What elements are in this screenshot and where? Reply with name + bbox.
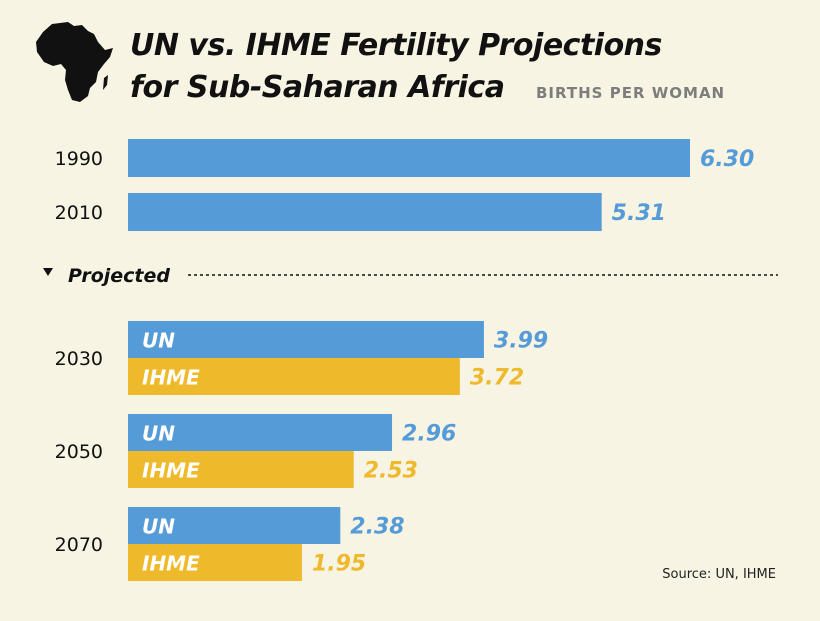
bar-2010 — [128, 193, 602, 231]
series-label-2030-un: UN — [142, 329, 175, 353]
chart-subtitle: BIRTHS PER WOMAN — [536, 84, 726, 102]
bar-2030-un — [128, 321, 484, 358]
series-label-2050-ihme: IHME — [142, 459, 200, 483]
value-label-2030-un: 3.99 — [494, 329, 548, 354]
bar-2070-ihme — [128, 544, 302, 581]
year-label-2070: 2070 — [55, 534, 103, 556]
series-label-2030-ihme: IHME — [142, 366, 200, 390]
value-label-2070-un: 2.38 — [350, 515, 404, 540]
value-label-2050-ihme: 2.53 — [364, 459, 418, 484]
year-label-2050: 2050 — [55, 441, 103, 463]
bar-2070-un — [128, 507, 341, 544]
chart-title-line2: for Sub-Saharan Africa — [130, 70, 505, 105]
bar-2030-ihme — [128, 358, 460, 395]
value-label-2070-ihme: 1.95 — [312, 552, 366, 577]
bar-2050-un — [128, 414, 393, 451]
year-label-1990: 1990 — [55, 148, 103, 170]
bar-1990 — [128, 139, 690, 177]
value-label-2050-un: 2.96 — [402, 422, 456, 447]
value-label-2030-ihme: 3.72 — [470, 366, 524, 391]
year-label-2010: 2010 — [55, 202, 103, 224]
bar-2050-ihme — [128, 451, 354, 488]
chart-title-line1: UN vs. IHME Fertility Projections — [130, 28, 662, 63]
source-note: Source: UN, IHME — [662, 567, 776, 582]
projected-label: Projected — [68, 265, 170, 287]
value-label-1990: 6.30 — [700, 147, 754, 172]
africa-map-icon — [36, 22, 113, 102]
series-label-2070-ihme: IHME — [142, 552, 200, 576]
year-label-2030: 2030 — [55, 348, 103, 370]
series-label-2050-un: UN — [142, 422, 175, 446]
series-label-2070-un: UN — [142, 515, 175, 539]
value-label-2010: 5.31 — [612, 201, 666, 226]
triangle-down-icon — [43, 268, 53, 276]
